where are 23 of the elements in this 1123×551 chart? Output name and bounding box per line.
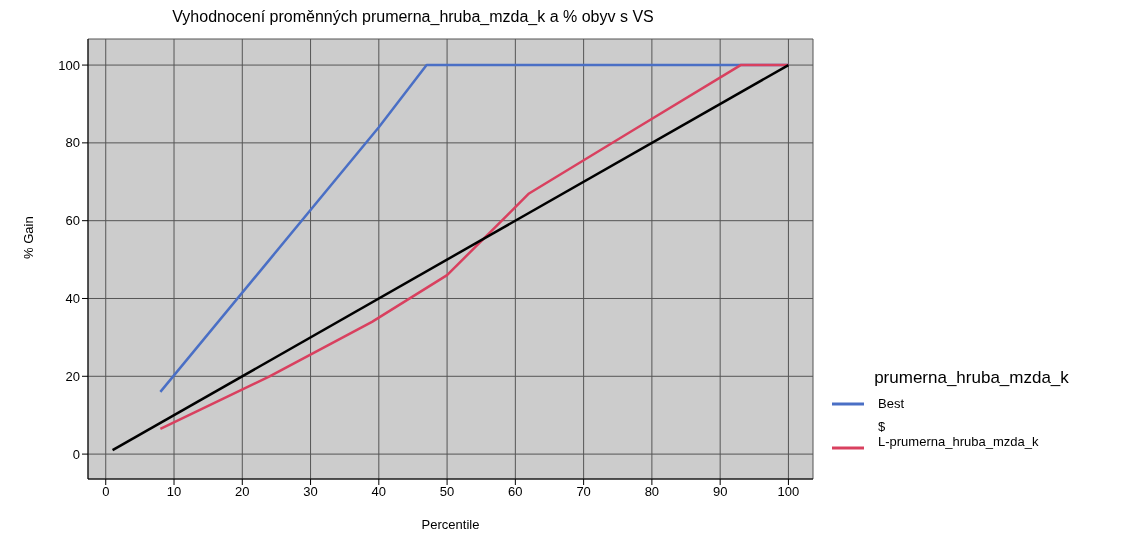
x-tick-label: 20 [235,484,250,500]
x-tick-label: 30 [303,484,318,500]
x-tick-label: 70 [576,484,591,500]
y-tick-label: 60 [65,213,80,229]
y-axis-title: % Gain [20,216,36,259]
legend-label: Best [878,396,905,411]
x-tick-label: 40 [371,484,387,500]
legend-title: prumerna_hruba_mzda_k [873,368,1070,388]
x-tick-label: 90 [712,484,728,500]
y-tick-label: 40 [65,291,80,307]
chart-title: Vyhodnocení proměnných prumerna_hruba_mzda_k a % obyv s VS [171,8,655,26]
y-tick-label: 100 [58,57,80,73]
y-tick-label: 0 [72,446,80,462]
x-axis-title: Percentile [421,517,480,532]
y-tick-label: 80 [65,135,80,151]
text: $ L-prumerna_hruba_mzda_k [878,419,1039,449]
x-tick-label: 80 [644,484,660,500]
x-tick-label: 50 [439,484,455,500]
y-tick-label: 20 [65,368,80,384]
x-tick-label: 10 [166,484,182,500]
x-tick-label: 0 [102,484,110,500]
x-tick-label: 60 [508,484,523,500]
x-tick-label: 100 [777,484,800,500]
